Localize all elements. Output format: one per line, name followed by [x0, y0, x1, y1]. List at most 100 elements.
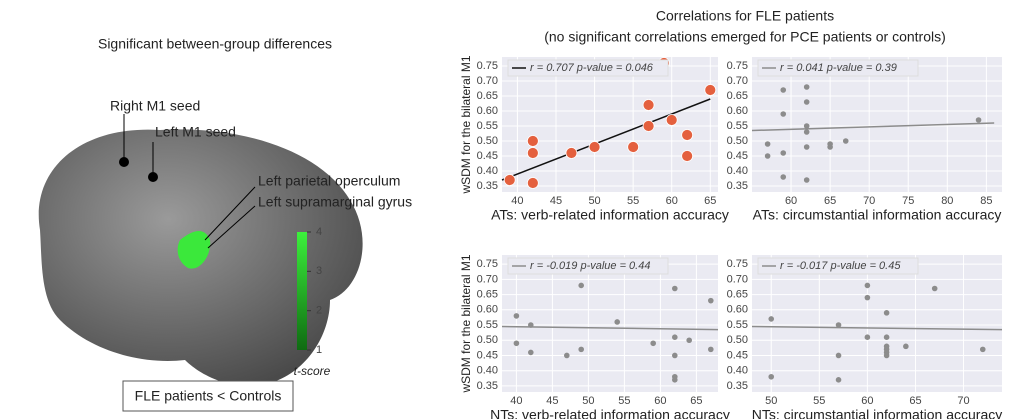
plot-area — [502, 57, 718, 192]
point — [526, 135, 539, 147]
x-tick-label: 65 — [824, 195, 836, 207]
point — [708, 346, 714, 353]
y-tick-label: 0.75 — [477, 258, 498, 270]
fit-line — [501, 98, 711, 181]
colorbar-tick-label: 1 — [316, 344, 322, 356]
y-tick-label: 0.50 — [477, 135, 498, 147]
y-tick-label: 0.50 — [727, 135, 748, 147]
point — [708, 297, 714, 304]
point — [827, 144, 833, 150]
contrast-label: FLE patients < Controls — [135, 388, 282, 404]
region-label: Right M1 seed — [110, 98, 200, 114]
point — [564, 352, 570, 359]
plot-area — [502, 255, 718, 392]
point — [614, 319, 620, 325]
point — [704, 84, 717, 96]
point — [503, 174, 516, 186]
cluster — [177, 231, 211, 269]
point — [764, 141, 771, 147]
point — [883, 334, 890, 341]
x-tick-label: 55 — [627, 195, 639, 207]
point — [803, 99, 810, 105]
fit-line — [501, 325, 719, 331]
x-tick-label: 55 — [813, 395, 825, 407]
point — [526, 147, 539, 159]
y-tick-label: 0.60 — [477, 105, 498, 117]
legend-box — [757, 59, 919, 77]
x-tick-label: 50 — [588, 195, 600, 207]
point — [803, 144, 810, 150]
y-tick-label: 0.75 — [727, 258, 748, 270]
point — [835, 377, 842, 383]
region-label: Left parietal operculum — [258, 173, 400, 189]
annotation: r = -0.019 p-value = 0.44 — [530, 260, 650, 272]
y-tick-label: 0.60 — [477, 304, 498, 316]
y-tick-label: 0.55 — [477, 120, 498, 132]
colorbar — [297, 232, 307, 350]
y-tick-label: 0.75 — [477, 60, 498, 72]
x-tick-label: 65 — [909, 395, 921, 407]
y-tick-label: 0.40 — [727, 365, 748, 377]
x-tick-label: 70 — [957, 395, 969, 407]
y-tick-label: 0.65 — [727, 288, 748, 300]
point — [780, 174, 787, 180]
x-tick-label: 60 — [666, 195, 678, 207]
point — [627, 141, 640, 153]
x-tick-label: 45 — [550, 195, 562, 207]
point — [672, 352, 678, 359]
point — [835, 322, 842, 328]
annotation: r = 0.707 p-value = 0.046 — [530, 62, 654, 74]
y-tick-label: 0.40 — [727, 165, 748, 177]
colorbar-label: t-score — [294, 364, 331, 378]
point — [672, 334, 678, 341]
point — [526, 177, 539, 189]
y-tick-label: 0.55 — [727, 120, 748, 132]
y-tick-label: 0.40 — [477, 165, 498, 177]
point — [764, 153, 771, 159]
y-tick-label: 0.45 — [477, 150, 498, 162]
y-axis-label: wSDM for the bilateral M1 — [459, 254, 473, 393]
point — [883, 352, 890, 359]
x-tick-label: 80 — [941, 195, 953, 207]
y-tick-label: 0.50 — [477, 334, 498, 346]
colorbar-tick-label: 3 — [316, 265, 322, 277]
x-axis-label: NTs: circumstantial information accuracy — [752, 407, 1003, 419]
y-tick-label: 0.50 — [727, 334, 748, 346]
y-tick-label: 0.40 — [477, 365, 498, 377]
x-tick-label: 85 — [980, 195, 992, 207]
x-tick-label: 60 — [785, 195, 797, 207]
point — [864, 334, 871, 341]
figure-subtitle: (no significant correlations emerged for… — [544, 29, 946, 45]
point — [681, 129, 694, 141]
y-tick-label: 0.65 — [477, 90, 498, 102]
point — [768, 316, 775, 322]
point — [513, 340, 520, 347]
x-axis-label: NTs: verb-related information accuracy — [490, 407, 730, 419]
point — [803, 84, 810, 90]
point — [803, 177, 810, 183]
point — [780, 87, 787, 93]
point — [642, 120, 655, 132]
x-tick-label: 65 — [690, 395, 702, 407]
x-tick-label: 55 — [618, 395, 630, 407]
point — [642, 99, 655, 111]
annotation: r = -0.017 p-value = 0.45 — [780, 260, 901, 272]
colorbar-tick-label: 2 — [316, 305, 322, 317]
point — [528, 349, 534, 356]
figure-title: Correlations for FLE patients — [656, 8, 834, 24]
point — [803, 123, 810, 129]
y-tick-label: 0.35 — [727, 380, 748, 392]
plot-area — [752, 255, 1002, 392]
point — [835, 352, 842, 359]
legend-box — [757, 257, 919, 275]
point — [975, 117, 982, 123]
y-tick-label: 0.65 — [727, 90, 748, 102]
point — [513, 313, 520, 319]
point — [780, 150, 787, 156]
x-tick-label: 45 — [546, 395, 558, 407]
panel-title: Significant between-group differences — [98, 36, 332, 52]
annotation: r = 0.041 p-value = 0.39 — [780, 62, 897, 74]
point — [979, 346, 986, 353]
point — [588, 141, 601, 153]
